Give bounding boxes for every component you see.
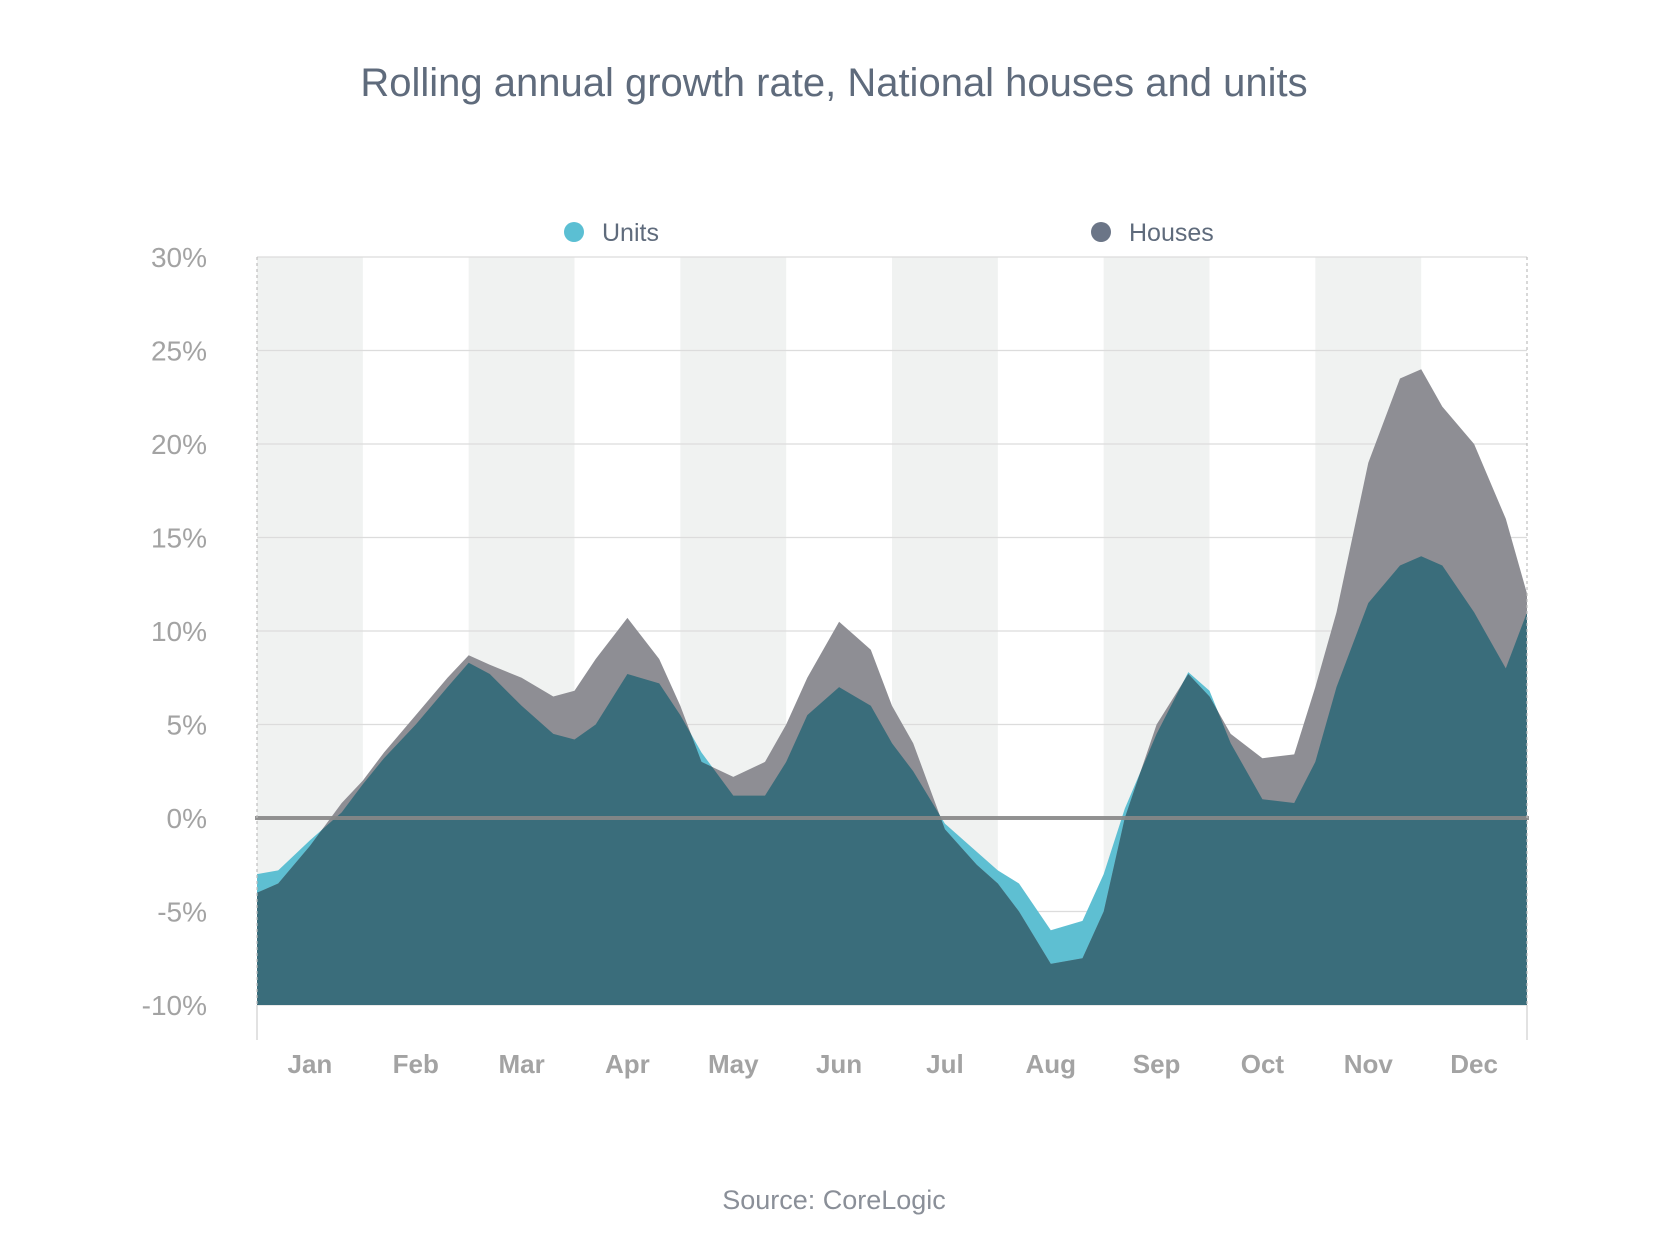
chart-title: Rolling annual growth rate, National hou… bbox=[360, 61, 1307, 105]
x-tick-label: Jun bbox=[816, 1049, 862, 1079]
x-tick-label: Apr bbox=[605, 1049, 650, 1079]
legend-label: Houses bbox=[1129, 219, 1214, 247]
x-tick-label: Oct bbox=[1241, 1049, 1285, 1079]
y-tick-label: 20% bbox=[151, 429, 207, 460]
legend-marker bbox=[564, 222, 584, 242]
legend: Units Houses bbox=[564, 219, 1214, 247]
x-tick-label: Jul bbox=[926, 1049, 964, 1079]
x-tick-label: Aug bbox=[1025, 1049, 1076, 1079]
y-tick-label: 25% bbox=[151, 336, 207, 367]
y-axis-ticks: -10% -5% 0% 5% 10% 15% 20% 25% 30% bbox=[142, 242, 207, 1021]
axes bbox=[255, 257, 1529, 1040]
y-tick-label: -10% bbox=[142, 990, 207, 1021]
x-tick-label: Mar bbox=[498, 1049, 544, 1079]
x-axis-ticks: Jan Feb Mar Apr May Jun Jul Aug Sep Oct Nov Dec bbox=[288, 1049, 1498, 1079]
x-tick-label: Dec bbox=[1450, 1049, 1498, 1079]
y-tick-label: 10% bbox=[151, 616, 207, 647]
y-tick-label: 30% bbox=[151, 242, 207, 273]
x-tick-label: Nov bbox=[1344, 1049, 1394, 1079]
legend-marker bbox=[1091, 222, 1111, 242]
x-tick-label: Jan bbox=[288, 1049, 333, 1079]
overlap-area bbox=[257, 556, 1527, 1005]
legend-label: Units bbox=[602, 219, 659, 247]
x-tick-label: Sep bbox=[1133, 1049, 1181, 1079]
area-series bbox=[257, 369, 1527, 1005]
y-tick-label: 5% bbox=[167, 710, 207, 741]
x-tick-label: May bbox=[708, 1049, 759, 1079]
chart-source: Source: CoreLogic bbox=[722, 1185, 946, 1215]
y-tick-label: 15% bbox=[151, 523, 207, 554]
x-tick-label: Feb bbox=[393, 1049, 439, 1079]
y-tick-label: -5% bbox=[157, 897, 207, 928]
y-tick-label: 0% bbox=[167, 803, 207, 834]
